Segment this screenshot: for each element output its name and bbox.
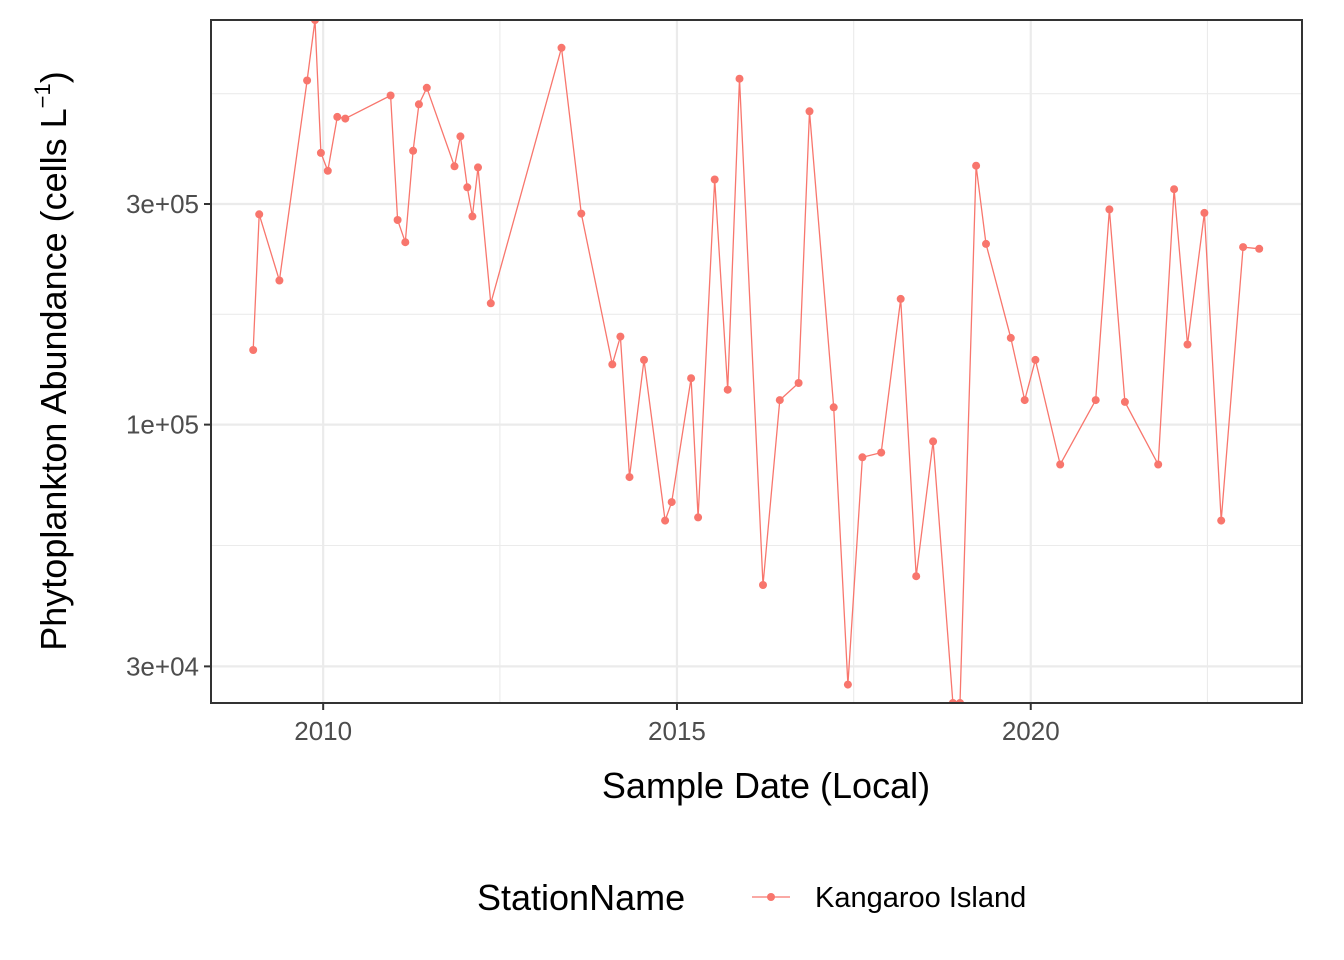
data-point [858,453,867,462]
data-point [625,473,634,482]
data-point [912,572,921,581]
data-point [723,385,732,394]
data-point [275,276,284,285]
data-point [422,83,431,92]
data-point [1255,244,1264,253]
panel-background [211,20,1302,703]
data-point [409,146,418,155]
data-point [972,161,981,170]
data-point [896,294,905,303]
data-point [1170,185,1179,194]
data-point [557,43,566,52]
y-axis: 3e+04 1e+05 3e+05 [126,189,211,681]
x-axis-title: Sample Date (Local) [602,765,930,806]
data-point [577,209,586,218]
data-point [1217,516,1226,525]
data-point [401,238,410,247]
data-point [316,148,325,157]
data-point [1031,355,1040,364]
data-point [687,374,696,383]
data-point [1091,396,1100,405]
y-tick-label: 3e+04 [126,651,199,681]
data-point [468,212,477,221]
data-point [1239,243,1248,252]
data-point [1120,397,1129,406]
data-point [805,107,814,116]
data-point [877,448,886,457]
data-point [456,132,465,141]
data-point [249,346,258,354]
data-point [843,680,852,689]
legend-key-point [767,893,775,901]
data-point [1183,340,1192,349]
data-point [829,403,838,412]
data-point [450,162,459,171]
data-point [1105,205,1114,214]
data-point [341,114,350,123]
y-axis-title-close: ) [33,71,74,83]
x-tick-label: 2015 [648,716,706,746]
data-point [710,175,719,184]
data-point [393,216,402,224]
x-tick-label: 2020 [1002,716,1060,746]
data-point [1200,208,1209,217]
data-point [608,360,617,369]
data-point [1020,396,1029,405]
data-point [1154,460,1163,469]
data-point [694,513,703,522]
data-point [759,581,767,589]
legend-label-kangaroo-island: Kangaroo Island [815,882,1026,914]
legend-title: StationName [477,877,685,918]
data-point [1006,333,1015,342]
data-point [794,379,803,387]
y-axis-title: Phytoplankton Abundance (cells L−1) [30,71,74,650]
data-point [323,166,332,175]
data-point [640,355,648,364]
data-point [735,74,744,83]
data-point [1056,460,1065,469]
panel-border [210,19,1303,704]
series-points [249,20,1264,703]
x-tick-label: 2010 [294,716,352,746]
x-axis: 2010 2015 2020 [294,703,1060,746]
data-point [333,112,342,121]
y-tick-label: 1e+05 [126,410,199,440]
data-point [982,239,990,248]
data-point [474,163,482,172]
data-point [661,516,670,525]
data-point [929,437,938,446]
data-point [616,332,625,341]
data-point [414,100,423,109]
major-gridlines [211,20,1302,703]
data-point [386,91,395,100]
y-tick-label: 3e+05 [126,189,199,219]
data-point [667,498,676,507]
data-point [775,396,784,405]
data-point [463,183,472,192]
data-point [255,210,264,219]
data-point [486,299,495,308]
y-axis-title-main: Phytoplankton Abundance (cells L [33,108,74,650]
data-point [303,76,312,85]
y-axis-title-superscript: −1 [30,83,55,108]
legend: StationName Kangaroo Island [477,877,1026,918]
